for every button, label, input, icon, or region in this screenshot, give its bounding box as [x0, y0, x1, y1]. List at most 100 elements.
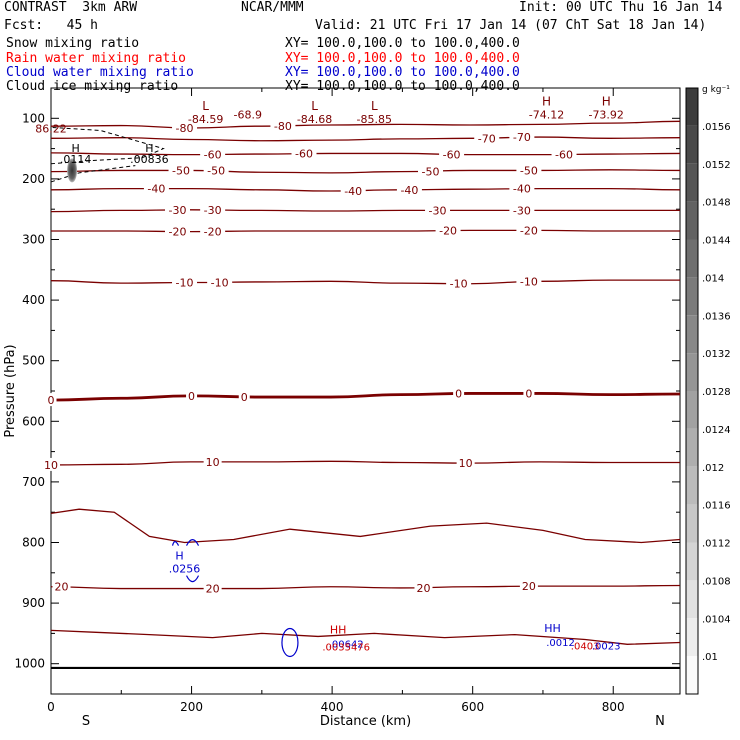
contour-label-bg — [523, 386, 535, 400]
colorbar-segment — [686, 353, 698, 391]
x-tick-label: 400 — [321, 700, 344, 714]
cloud-ice-max-value: .0114 — [60, 153, 92, 166]
contour-label: -50 — [520, 164, 538, 177]
x-tick-label: 0 — [47, 700, 55, 714]
forecast-hour: Fcst: 45 h — [4, 18, 98, 33]
low-level-value: .0035476 — [322, 642, 370, 653]
low-level-value: .00642 — [329, 639, 364, 650]
contour-label-bg — [446, 276, 472, 290]
contour-label-bg — [551, 147, 577, 161]
temp-contour-10 — [50, 460, 680, 466]
x-end-label-north: N — [655, 714, 665, 729]
contour-label: -10 — [520, 275, 538, 288]
contour-label-bg — [340, 184, 366, 198]
contour-label: -40 — [400, 184, 418, 197]
contour-label-bg — [238, 390, 250, 404]
legend-rain-xy: XY= 100.0,100.0 to 100.0,400.0 — [285, 51, 520, 66]
extremum-value: -68.9 — [234, 108, 262, 121]
colorbar-label: .0156 — [702, 122, 731, 133]
contour-label: -20 — [169, 226, 187, 239]
x-axis-title: Distance (km) — [320, 714, 411, 729]
colorbar-units: g kg⁻¹ — [702, 85, 730, 95]
colorbar-label: .01 — [702, 652, 718, 663]
contour-label: 20 — [55, 581, 69, 594]
contour-label: -30 — [204, 204, 222, 217]
contour-label-bg — [165, 224, 191, 238]
low-level-value: .0012 — [546, 638, 575, 649]
extremum-letter: H — [542, 94, 551, 108]
contour-label: 10 — [206, 456, 220, 469]
contour-label: -40 — [513, 183, 531, 196]
cloud-ice-contour — [50, 126, 165, 165]
contour-label-bg — [396, 182, 422, 196]
contour-label: -50 — [207, 164, 225, 177]
extremum-value: 86.22 — [35, 122, 67, 135]
contour-label: 20 — [416, 582, 430, 595]
contour-label: -10 — [176, 277, 194, 290]
contour-label: -10 — [450, 278, 468, 291]
contour-label-bg — [172, 275, 198, 289]
legend-cloud-water-xy: XY= 100.0,100.0 to 100.0,400.0 — [285, 65, 520, 80]
temp-contour--10 — [50, 279, 680, 285]
valid-time: Valid: 21 UTC Fri 17 Jan 14 (07 ChT Sat … — [315, 18, 707, 33]
contour-label: -80 — [274, 120, 292, 133]
temp-contour--80 — [50, 120, 681, 129]
legend-cloud-ice-label: Cloud ice mixing ratio — [6, 79, 179, 94]
temp-contour--20 — [50, 229, 680, 233]
contour-label: 0 — [241, 391, 248, 404]
contour-label: 0 — [48, 394, 55, 407]
temp-contour-0 — [50, 392, 681, 402]
colorbar-label: .0148 — [702, 198, 731, 209]
extremum-letter: L — [202, 99, 209, 113]
contour-label-bg — [165, 202, 191, 216]
colorbar-label: .0112 — [702, 539, 731, 550]
cloud-water-contour — [171, 539, 200, 546]
contour-label: 10 — [44, 459, 58, 472]
y-tick-label: 500 — [22, 354, 45, 368]
contour-label-bg — [291, 146, 317, 160]
contour-label: -80 — [176, 122, 194, 135]
contour-label: 20 — [522, 580, 536, 593]
colorbar-segment — [686, 201, 698, 240]
colorbar-label: .0104 — [702, 614, 731, 625]
colorbar-segment — [686, 428, 698, 467]
colorbar-segment — [686, 163, 698, 202]
contour-label: -20 — [204, 226, 222, 239]
contour-label-bg — [456, 456, 475, 470]
contour-label-bg — [414, 580, 433, 594]
colorbar-segment — [686, 580, 698, 619]
contour-label-bg — [52, 579, 71, 593]
legend-cloud-ice-xy: XY= 100.0,100.0 to 100.0,400.0 — [285, 79, 520, 94]
plot-frame — [50, 87, 681, 695]
contour-label-bg — [516, 274, 542, 288]
low-cloud-water-contour — [281, 627, 299, 658]
contour-label: -40 — [344, 185, 362, 198]
contour-label: -50 — [422, 166, 440, 179]
extremum-value: -85.85 — [357, 113, 392, 126]
y-tick-label: 900 — [22, 596, 45, 610]
contour-label-bg — [519, 579, 538, 593]
y-tick-label: 1000 — [14, 657, 45, 671]
contour-label: 0 — [455, 387, 462, 400]
extremum-letter: L — [311, 99, 318, 113]
contour-label-bg — [418, 164, 444, 178]
temp-contour-surface — [50, 629, 681, 645]
contour-label: 10 — [459, 457, 473, 470]
init-time: Init: 00 UTC Thu 16 Jan 14 — [519, 0, 723, 15]
colorbar-label: .0124 — [702, 425, 731, 436]
colorbar-segment — [686, 88, 698, 126]
temperature-contours: -80 -80-70 -70-60 -60 -60 -60-50 -50 -50 -50-40-… — [42, 119, 681, 645]
contour-label-bg — [42, 457, 60, 471]
cloud-water-contour-lower — [185, 575, 200, 583]
temp-contour--50 — [50, 169, 681, 174]
colorbar-segment — [686, 239, 698, 278]
cloud-ice-contour-lower — [50, 165, 136, 183]
contour-label-bg — [203, 581, 222, 595]
contour-label: -30 — [513, 204, 531, 217]
contour-label: -30 — [429, 204, 447, 217]
y-tick-label: 400 — [22, 293, 45, 307]
contour-label: -50 — [172, 164, 190, 177]
contour-label-bg — [45, 393, 57, 407]
cloud-ice-shading — [67, 158, 78, 183]
